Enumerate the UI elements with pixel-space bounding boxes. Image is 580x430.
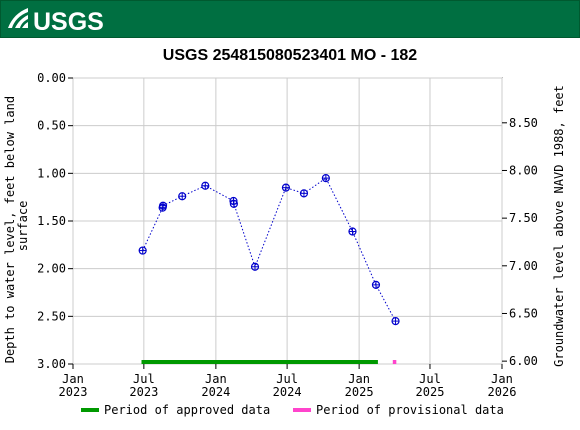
left-y-axis-label-line2: surface bbox=[16, 201, 30, 252]
left-y-axis-ticks: 0.00 0.50 1.00 1.50 2.00 2.50 3.00 bbox=[37, 71, 73, 371]
x-tick-label-year: 2026 bbox=[488, 385, 517, 399]
left-tick-label: 1.50 bbox=[37, 214, 66, 228]
x-tick-label-year: 2025 bbox=[416, 385, 445, 399]
approval-period-bars bbox=[141, 360, 397, 364]
x-tick-label-month: Jul bbox=[276, 372, 298, 386]
x-tick-label-month: Jan bbox=[205, 372, 227, 386]
x-tick-label-year: 2025 bbox=[345, 385, 374, 399]
left-tick-label: 0.50 bbox=[37, 119, 66, 133]
data-point bbox=[138, 246, 147, 255]
approved-period-bar bbox=[141, 360, 378, 364]
data-point bbox=[250, 262, 260, 271]
left-y-axis-label: Depth to water level, feet below land su… bbox=[3, 89, 30, 364]
legend-approved-label: Period of approved data bbox=[104, 403, 270, 417]
data-point bbox=[178, 192, 187, 201]
x-tick-label-year: 2024 bbox=[273, 385, 302, 399]
x-tick-label-month: Jan bbox=[491, 372, 513, 386]
data-point bbox=[371, 280, 381, 289]
right-y-axis-label: Groundwater level above NAVD 1988, feet bbox=[552, 85, 566, 367]
right-tick-label: 7.00 bbox=[509, 259, 538, 273]
x-tick-label-month: Jan bbox=[62, 372, 84, 386]
usgs-logo-text: USGS bbox=[33, 8, 104, 36]
chart-title: USGS 254815080523401 MO - 182 bbox=[163, 47, 418, 64]
x-tick-label-month: Jul bbox=[419, 372, 441, 386]
data-point bbox=[299, 189, 309, 198]
right-tick-label: 8.00 bbox=[509, 163, 538, 177]
right-tick-label: 7.50 bbox=[509, 211, 538, 225]
x-tick-label-year: 2024 bbox=[201, 385, 230, 399]
x-axis-ticks: Jan2023Jul2023Jan2024Jul2024Jan2025Jul20… bbox=[59, 364, 517, 399]
legend-provisional-label: Period of provisional data bbox=[316, 403, 504, 417]
data-point-markers bbox=[138, 174, 400, 326]
right-tick-label: 6.00 bbox=[509, 354, 538, 368]
legend: Period of approved data Period of provis… bbox=[81, 403, 504, 417]
data-point bbox=[281, 183, 291, 192]
left-tick-label: 2.50 bbox=[37, 309, 66, 323]
usgs-header-bar bbox=[0, 0, 580, 38]
data-point bbox=[158, 201, 168, 210]
x-tick-label-year: 2023 bbox=[129, 385, 158, 399]
left-tick-label: 0.00 bbox=[37, 71, 66, 85]
data-point bbox=[201, 181, 210, 190]
right-tick-label: 6.50 bbox=[509, 306, 538, 320]
data-point bbox=[348, 227, 357, 236]
provisional-period-bar bbox=[392, 360, 397, 364]
x-tick-label-month: Jan bbox=[348, 372, 370, 386]
data-point bbox=[391, 317, 400, 326]
right-tick-label: 8.50 bbox=[509, 116, 538, 130]
right-y-axis-ticks: 6.00 6.50 7.00 7.50 8.00 8.50 bbox=[502, 116, 538, 368]
x-tick-label-month: Jul bbox=[133, 372, 155, 386]
left-tick-label: 1.00 bbox=[37, 166, 66, 180]
left-y-axis-label-line1: Depth to water level, feet below land bbox=[3, 96, 17, 363]
x-tick-label-year: 2023 bbox=[59, 385, 88, 399]
data-point bbox=[321, 174, 330, 183]
left-tick-label: 2.00 bbox=[37, 262, 66, 276]
left-tick-label: 3.00 bbox=[37, 357, 66, 371]
data-point bbox=[229, 199, 238, 208]
usgs-wave-icon bbox=[8, 8, 28, 28]
usgs-logo: USGS bbox=[8, 8, 104, 36]
